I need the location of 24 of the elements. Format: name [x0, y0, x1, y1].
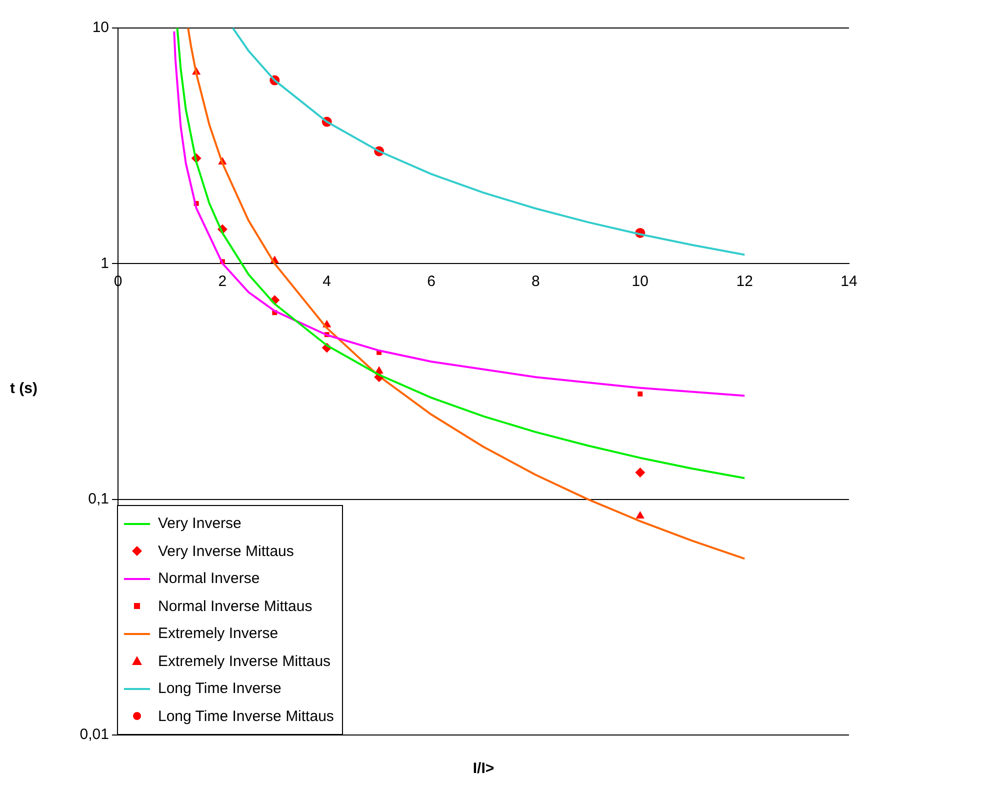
point — [638, 391, 643, 396]
x-tick-label: 2 — [218, 272, 227, 290]
x-tick-label: 6 — [427, 272, 436, 290]
legend-label: Normal Inverse — [158, 570, 260, 588]
legend-label: Long Time Inverse Mittaus — [158, 708, 334, 725]
x-tick-label: 8 — [532, 272, 540, 290]
legend-label: Extremely Inverse Mittaus — [158, 652, 331, 670]
x-tick-label: 4 — [322, 272, 332, 290]
legend-label: Long Time Inverse — [158, 680, 282, 698]
y-tick-label: 0,01 — [80, 726, 109, 744]
x-tick-label: 10 — [632, 272, 648, 290]
legend-label: Very Inverse — [158, 515, 242, 532]
x-axis-title: I/I> — [472, 760, 496, 777]
legend-label: Very Inverse Mittaus — [158, 542, 294, 560]
y-tick-label: 0,1 — [88, 490, 109, 508]
legend-label: Extremely Inverse — [158, 625, 278, 642]
y-tick-label: 1 — [100, 254, 109, 272]
y-axis-title: t (s) — [10, 380, 38, 397]
x-tick-label: 14 — [840, 272, 858, 290]
x-tick-label: 12 — [736, 272, 753, 290]
point — [636, 510, 644, 518]
y-tick-label: 10 — [92, 19, 109, 36]
point — [635, 467, 646, 478]
legend-label: Normal Inverse Mittaus — [158, 598, 312, 615]
